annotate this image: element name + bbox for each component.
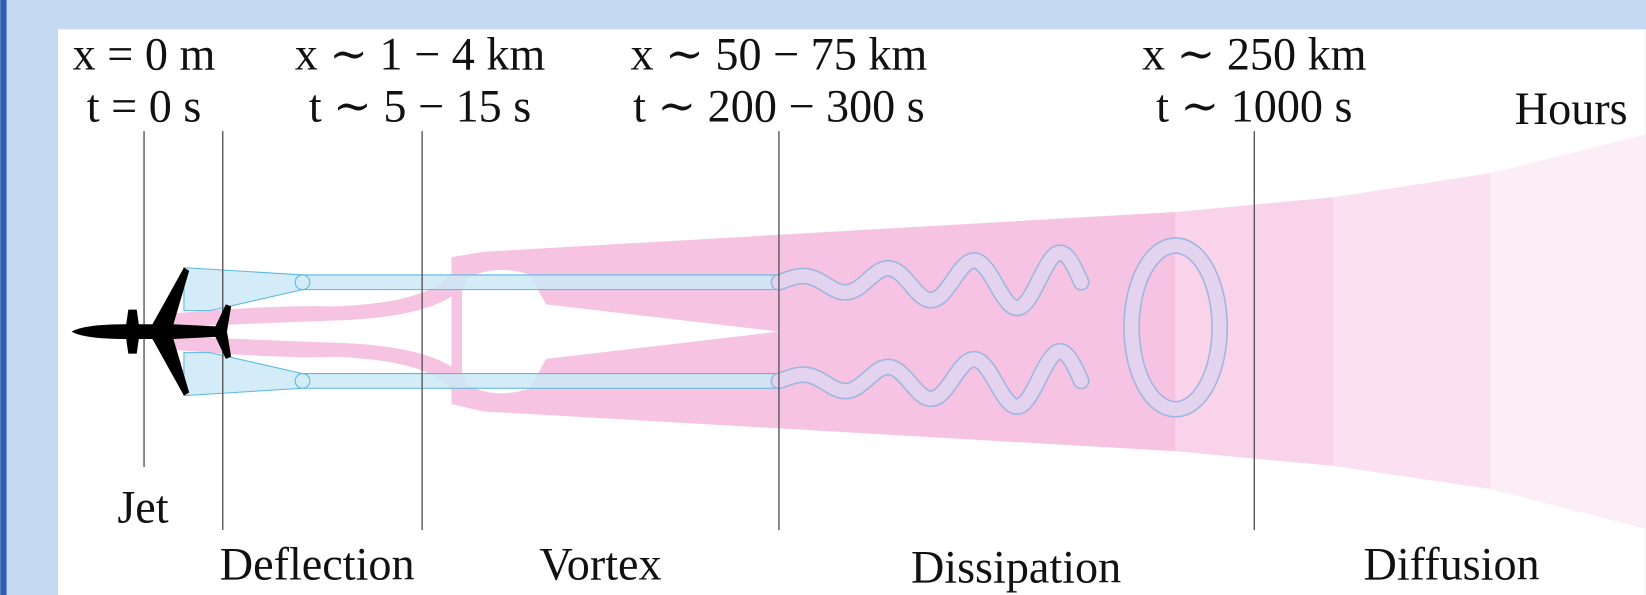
hours-label: Hours [1515,83,1628,134]
wake-bottom [183,352,780,397]
airplane [71,267,232,396]
distance-label: x ∼ 1 − 4 km [295,28,546,79]
labels: x = 0 mt = 0 s x ∼ 1 − 4 kmt ∼ 5 − 15 s x … [73,28,1628,592]
wiggle [772,344,1088,414]
plume [157,134,1646,529]
phase-label: Deflection [220,538,415,589]
exhaust-top [157,272,468,328]
plume-diffusion-2 [1333,173,1491,490]
vortex-core [294,373,311,389]
time-label: t ∼ 200 − 300 s [633,81,925,132]
wiggle [772,245,1088,315]
time-label: t ∼ 5 − 15 s [309,81,531,132]
vortex-ring [1124,238,1227,417]
distance-label: x ∼ 50 − 75 km [631,28,928,79]
distance-label: x ∼ 250 km [1142,28,1367,79]
vortex-gap [462,269,779,394]
phase-label: Vortex [539,538,661,589]
distance-label: x = 0 m [73,28,216,79]
wake-top [183,267,780,312]
wiggles [770,237,1229,418]
phase-label: Diffusion [1364,538,1540,589]
vortex-core [294,274,311,291]
time-label: t ∼ 1000 s [1156,81,1352,132]
phase-label: Dissipation [911,541,1121,592]
airplane-silhouette [71,267,232,396]
time-label: t = 0 s [87,81,202,132]
exhaust-bottom [157,335,468,391]
plume-diffusion-3 [1490,134,1646,529]
frame-edge [0,0,7,595]
phase-label: Jet [117,482,168,533]
